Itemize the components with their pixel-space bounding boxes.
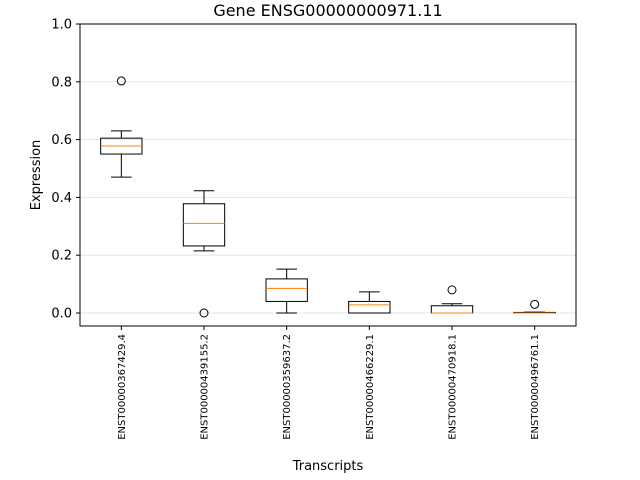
x-tick-label: ENST00000439155.2 <box>200 334 211 440</box>
y-tick-label: 0.4 <box>51 191 72 206</box>
y-tick-label: 0.2 <box>51 249 72 264</box>
outlier-point <box>116 76 126 86</box>
y-axis-label: Expression <box>29 140 44 211</box>
outlier-point <box>199 308 209 318</box>
y-axis-ticks: 0.0 0.2 0.4 0.6 0.8 1.0 <box>51 18 80 321</box>
iqr-box <box>430 305 474 314</box>
outlier-point <box>530 299 540 309</box>
chart-title: Gene ENSG00000000971.11 <box>213 1 442 20</box>
outlier-point <box>447 285 457 295</box>
x-tick-label: ENST00000470918.1 <box>448 334 459 440</box>
grid-lines <box>80 23 576 314</box>
box-1 <box>100 76 143 178</box>
iqr-box <box>182 203 226 247</box>
x-tick-label: ENST00000367429.4 <box>117 334 128 440</box>
x-tick-label: ENST00000496761.1 <box>530 334 541 440</box>
y-tick-label: 0.8 <box>51 75 72 90</box>
x-tick-label: ENST00000359637.2 <box>282 334 293 440</box>
boxes <box>100 76 556 318</box>
y-tick-label: 0.0 <box>51 306 72 321</box>
iqr-box <box>348 300 391 314</box>
x-tick-label: ENST00000466229.1 <box>365 334 376 440</box>
y-tick-label: 0.6 <box>51 133 72 148</box>
box-5 <box>430 285 474 314</box>
box-6 <box>513 299 556 314</box>
plot-area-frame <box>79 23 577 327</box>
box-2 <box>182 190 226 318</box>
x-axis-ticks: ENST00000367429.4 ENST00000439155.2 ENST00… <box>117 326 541 440</box>
x-axis-label: Transcripts <box>292 459 364 474</box>
box-4 <box>348 291 391 314</box>
box-3 <box>265 268 308 314</box>
y-tick-label: 1.0 <box>51 18 72 33</box>
iqr-box <box>265 278 308 302</box>
